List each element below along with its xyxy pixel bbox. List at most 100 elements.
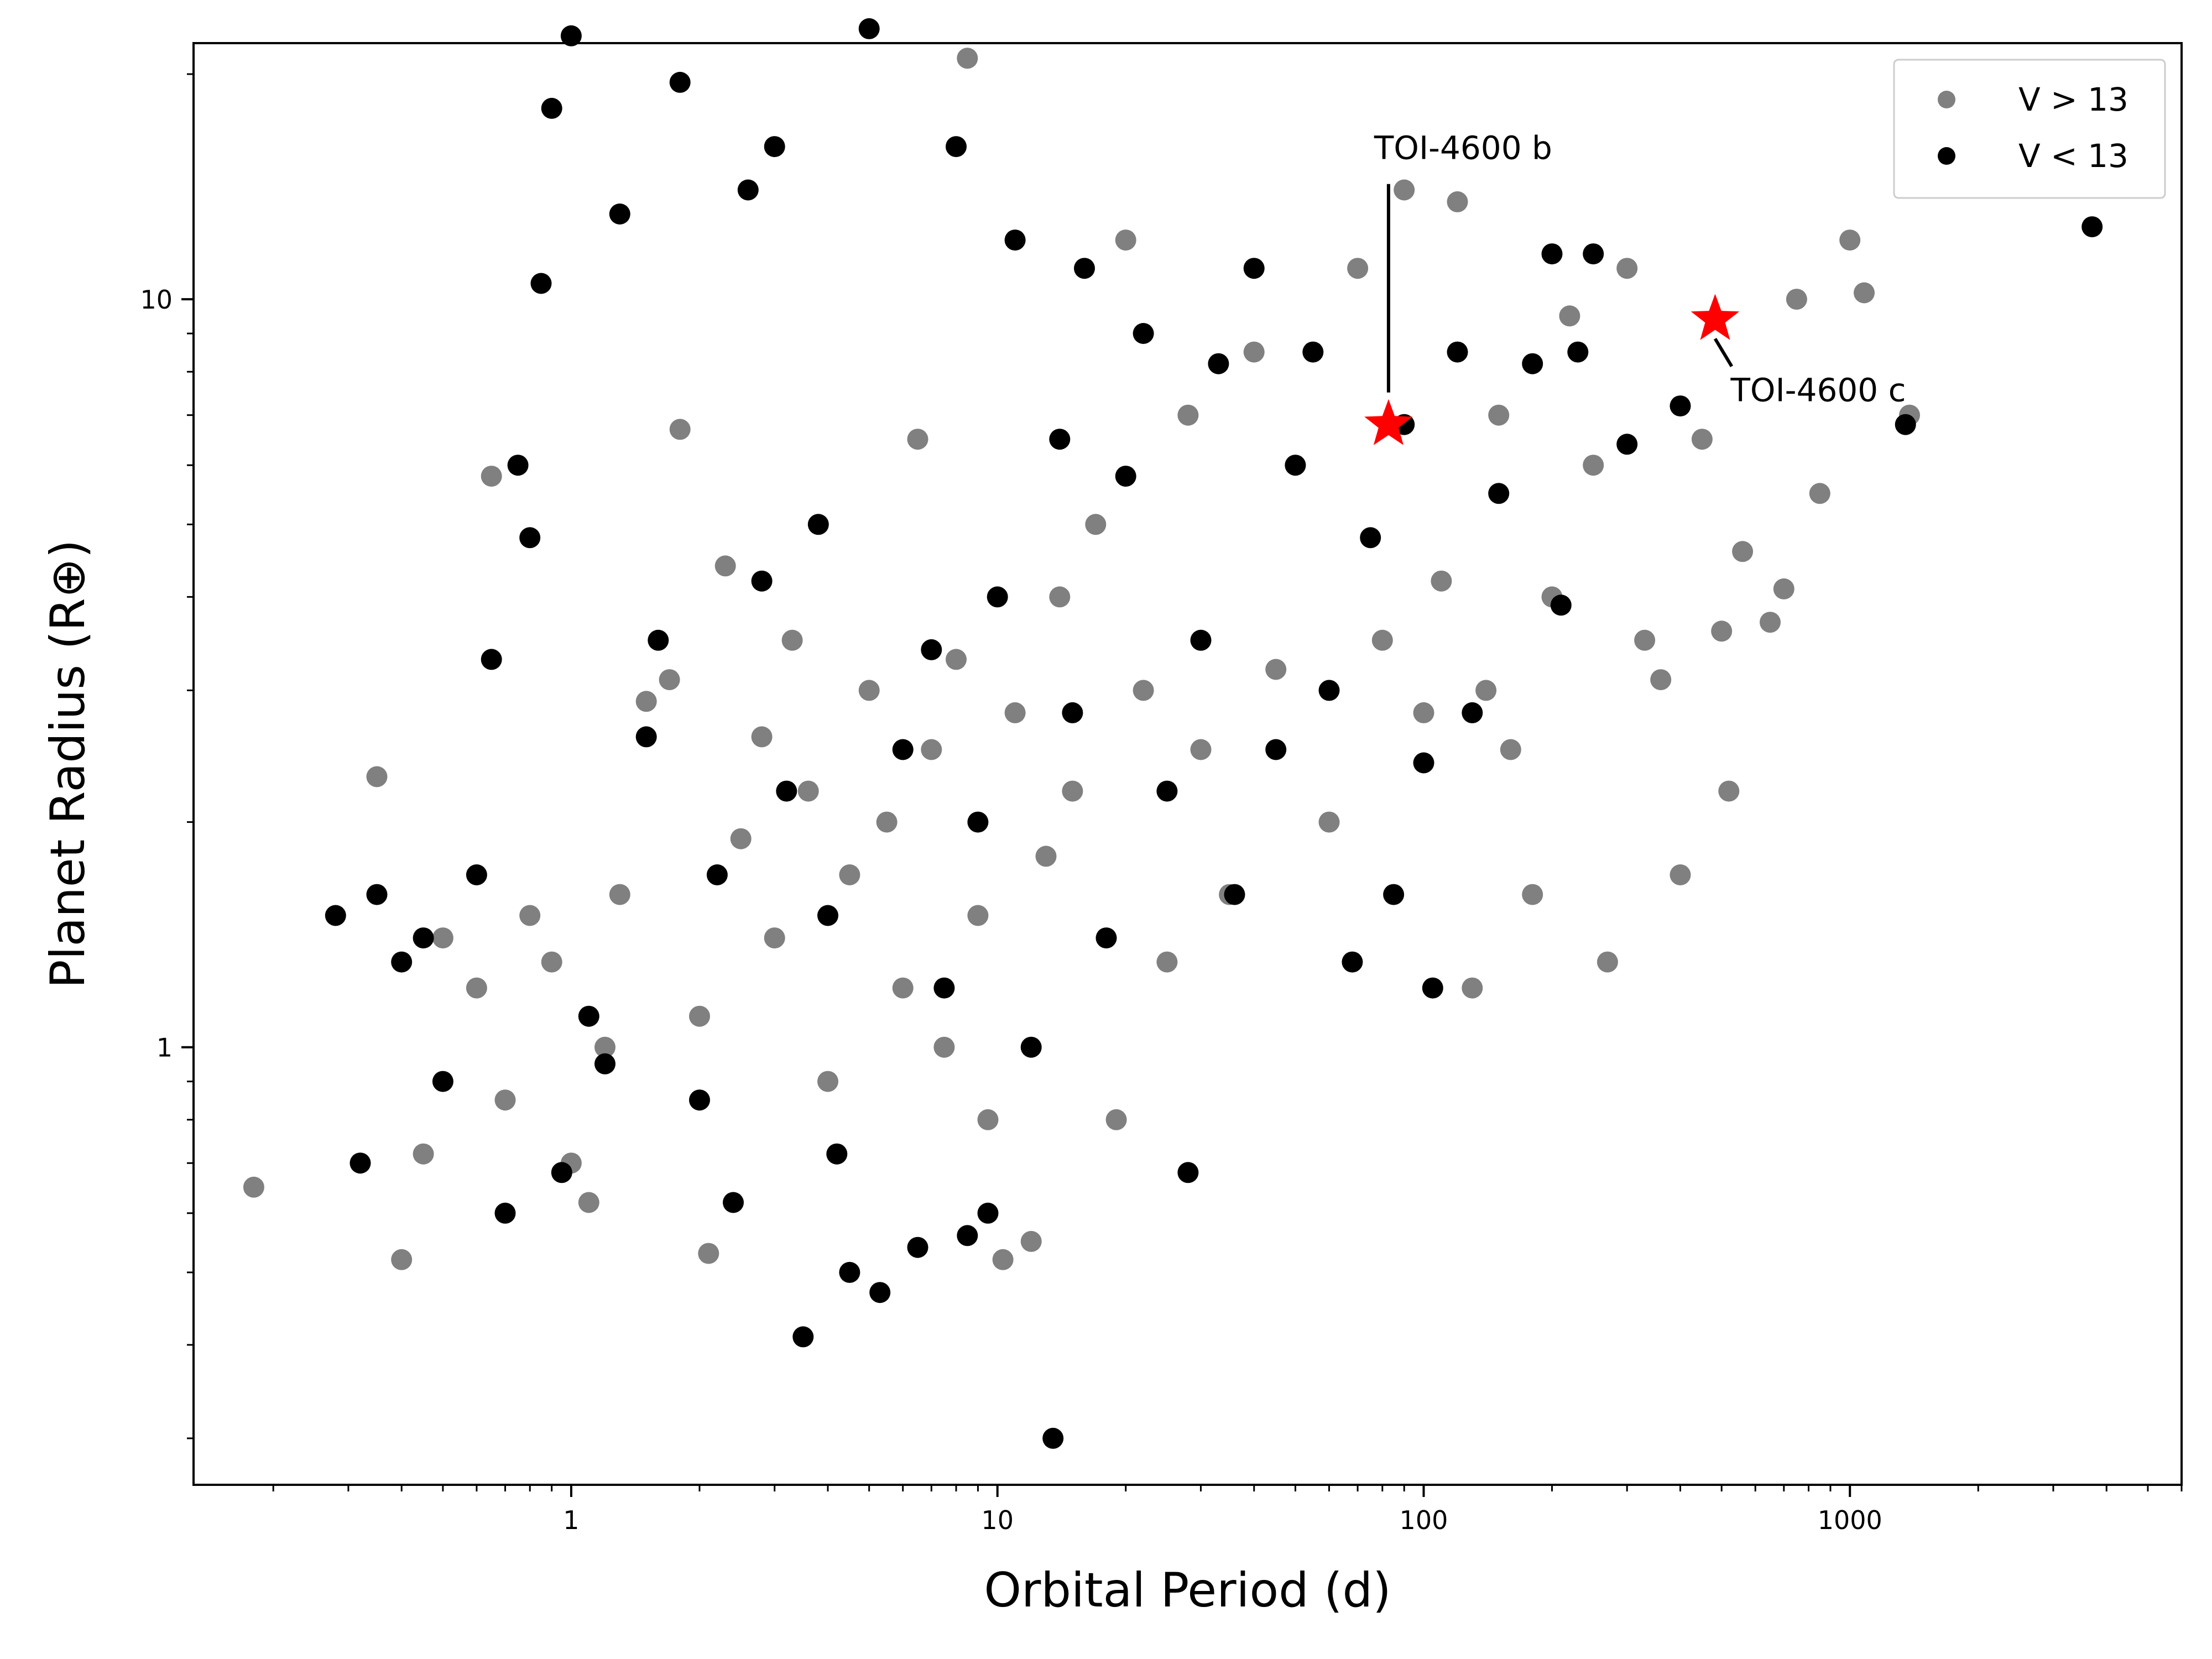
point-v-13 xyxy=(689,1089,710,1111)
point-v-13 xyxy=(907,429,928,450)
point-v-13 xyxy=(1095,927,1117,949)
highlight-layer xyxy=(1364,294,1740,445)
point-v-13 xyxy=(1522,353,1543,374)
point-v-13 xyxy=(781,629,803,651)
point-v-13 xyxy=(967,905,989,926)
point-v-13 xyxy=(892,977,914,999)
y-tick-label: 1 xyxy=(156,1033,173,1063)
point-v-13 xyxy=(907,1237,928,1258)
point-v-13 xyxy=(1342,951,1363,973)
point-v-13 xyxy=(432,927,453,949)
point-v-13 xyxy=(1559,305,1580,327)
point-v-13 xyxy=(481,466,502,487)
point-v-13 xyxy=(507,455,529,476)
point-v-13 xyxy=(1285,455,1306,476)
point-v-13 xyxy=(594,1036,615,1058)
point-v-13 xyxy=(689,1005,710,1027)
point-v-13 xyxy=(349,1152,371,1174)
point-v-13 xyxy=(807,514,829,535)
point-v-13 xyxy=(1718,780,1740,802)
point-v-13 xyxy=(921,739,942,760)
points-layer xyxy=(243,18,2103,1449)
point-v-13 xyxy=(1105,1109,1127,1130)
point-v-13 xyxy=(977,1202,999,1224)
point-v-13 xyxy=(1020,1036,1042,1058)
point-v-13 xyxy=(391,951,413,973)
point-v-13 xyxy=(466,864,487,885)
point-v-13 xyxy=(1541,243,1563,265)
axis-ticks: 1 10 100 1000 1 10 xyxy=(140,73,2183,1535)
x-tick-label: 1000 xyxy=(1818,1505,1882,1535)
point-v-13 xyxy=(797,780,819,802)
point-v-13 xyxy=(698,1243,719,1264)
point-v-13 xyxy=(1597,951,1618,973)
point-v-13 xyxy=(1347,258,1369,279)
point-v-13 xyxy=(243,1176,264,1198)
point-v-13 xyxy=(551,1162,572,1183)
point-v-13 xyxy=(1670,395,1691,417)
point-v-13 xyxy=(1488,404,1510,426)
y-tick-label: 10 xyxy=(140,285,173,315)
point-v-13 xyxy=(1760,612,1781,633)
point-v-13 xyxy=(1062,702,1083,723)
point-v-13 xyxy=(1394,179,1415,201)
x-tick-label: 100 xyxy=(1400,1505,1448,1535)
point-v-13 xyxy=(1500,739,1521,760)
point-v-13 xyxy=(1616,258,1638,279)
point-v-13 xyxy=(1616,434,1638,455)
point-v-13 xyxy=(1447,341,1468,363)
legend-label-v-gt-13: V > 13 xyxy=(2018,81,2128,118)
annotation-line-toi-4600-c xyxy=(1713,337,1734,368)
point-v-13 xyxy=(1711,620,1733,642)
point-v-13 xyxy=(366,766,388,787)
point-v-13 xyxy=(1265,739,1287,760)
legend: V > 13 V < 13 xyxy=(1893,59,2166,199)
point-v-13 xyxy=(817,905,838,926)
point-v-13 xyxy=(432,1071,453,1092)
point-v-13 xyxy=(987,586,1008,608)
point-v-13 xyxy=(1049,429,1071,450)
point-v-13 xyxy=(1413,752,1434,774)
point-v-13 xyxy=(751,726,773,748)
point-v-13 xyxy=(325,905,346,926)
point-v-13 xyxy=(1302,341,1324,363)
point-v-13 xyxy=(1004,229,1026,251)
point-v-13 xyxy=(659,669,680,691)
point-v-13 xyxy=(792,1326,814,1348)
point-v-13 xyxy=(648,629,669,651)
point-v-13 xyxy=(413,1143,434,1165)
point-v-13 xyxy=(1732,541,1754,562)
point-v-13 xyxy=(977,1109,999,1130)
point-v-13 xyxy=(858,18,880,39)
point-v-13 xyxy=(481,649,502,670)
point-v-13 xyxy=(764,927,785,949)
point-v-13 xyxy=(776,780,797,802)
point-v-13 xyxy=(764,136,785,158)
point-v-13 xyxy=(1773,578,1794,599)
annotation-toi-4600-c: TOI-4600 c xyxy=(1730,371,1906,409)
point-v-13 xyxy=(1049,586,1071,608)
point-v-13 xyxy=(1224,884,1245,905)
point-v-13 xyxy=(1462,977,1483,999)
point-v-13 xyxy=(737,179,759,201)
legend-marker-v-gt-13 xyxy=(1938,91,1955,108)
point-v-13 xyxy=(1133,680,1154,701)
point-v-13 xyxy=(519,905,541,926)
legend-marker-v-lt-13 xyxy=(1938,147,1955,165)
point-v-13 xyxy=(1115,466,1136,487)
point-v-13 xyxy=(366,884,388,905)
point-v-13 xyxy=(1670,864,1691,885)
point-v-13 xyxy=(957,1225,978,1246)
point-v-13 xyxy=(1208,353,1229,374)
point-v-13 xyxy=(1634,629,1656,651)
point-v-13 xyxy=(706,864,728,885)
point-v-13 xyxy=(839,864,860,885)
x-tick-label: 10 xyxy=(981,1505,1014,1535)
point-v-13 xyxy=(1035,846,1057,867)
point-v-13 xyxy=(714,555,736,577)
point-v-13 xyxy=(1243,258,1265,279)
point-v-13 xyxy=(1691,429,1713,450)
point-v-13 xyxy=(1854,282,1875,304)
point-v-13 xyxy=(1156,951,1178,973)
point-v-13 xyxy=(1583,455,1604,476)
